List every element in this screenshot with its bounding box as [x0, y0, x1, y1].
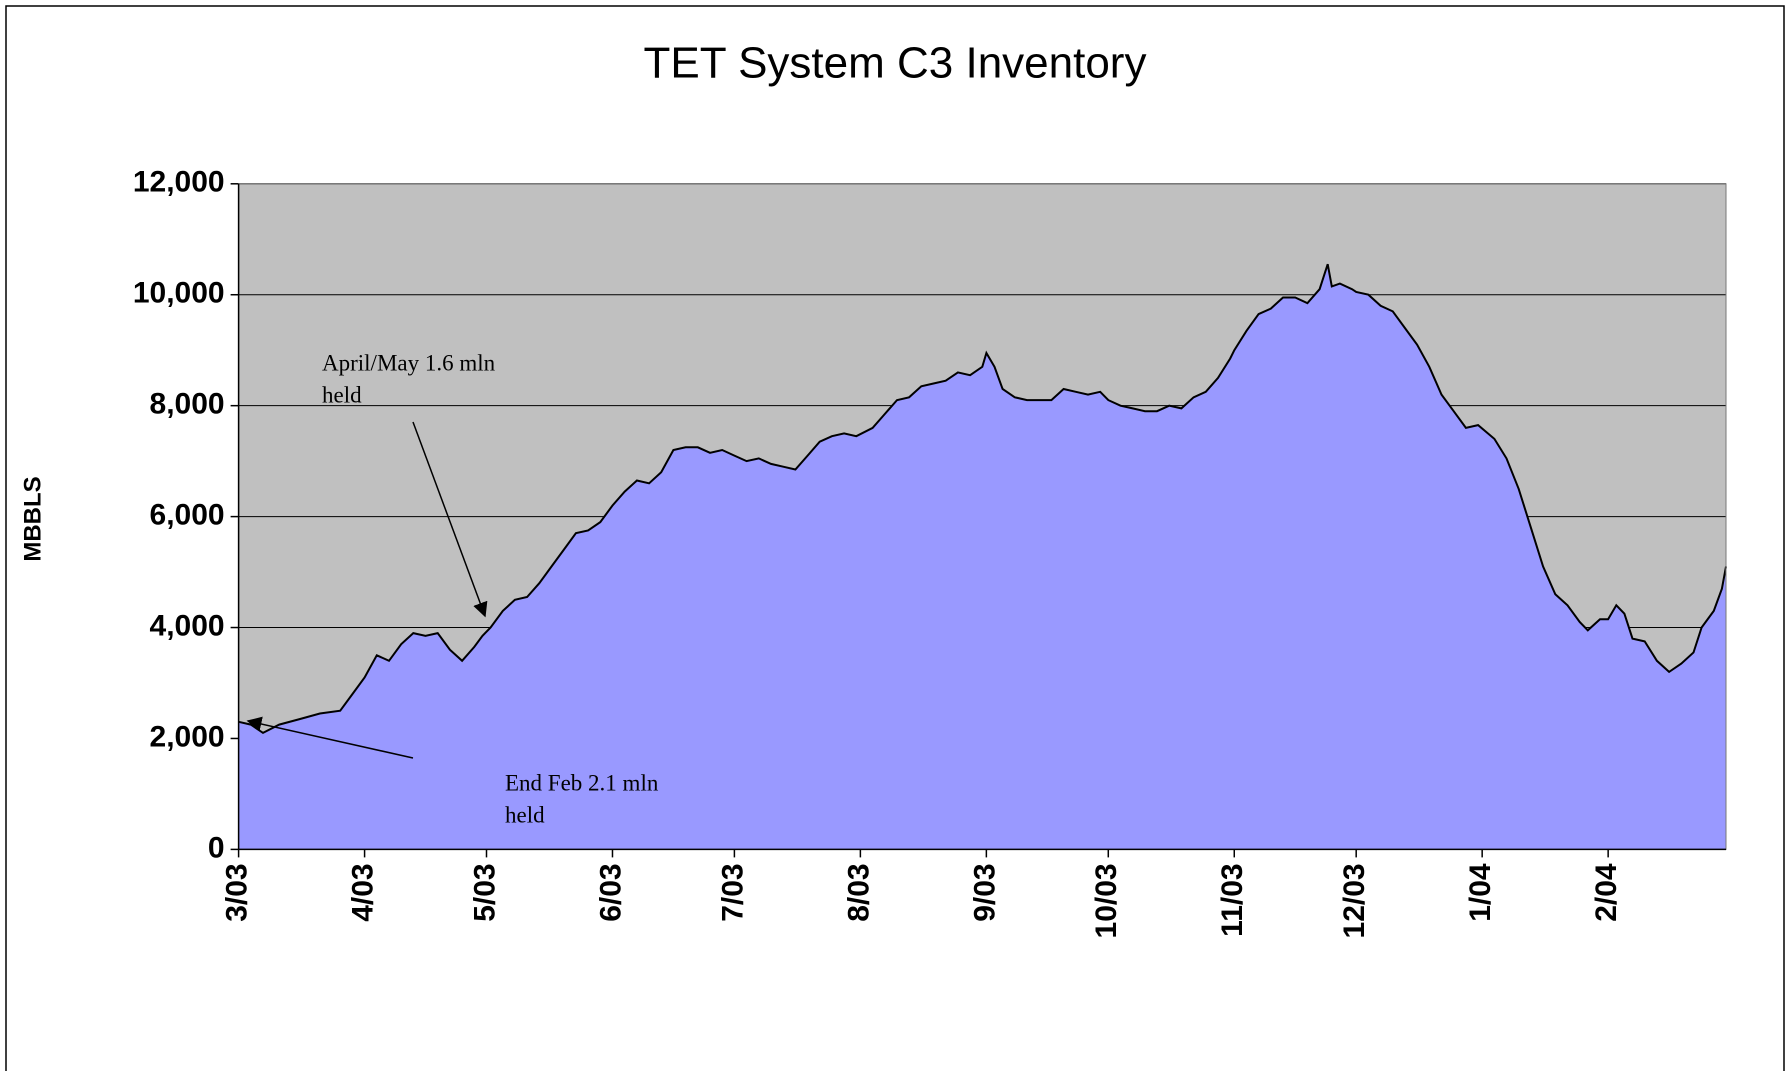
x-tick-label: 6/03 — [594, 863, 627, 921]
chart-title: TET System C3 Inventory — [644, 39, 1147, 88]
annotation-arrow — [412, 421, 488, 618]
x-tick-label: 11/03 — [1216, 863, 1249, 936]
x-tick-label: 4/03 — [347, 863, 380, 921]
y-tick-label: 10,000 — [133, 277, 225, 310]
frame — [5, 5, 1785, 1071]
x-tick-label: 1/04 — [1464, 863, 1497, 922]
y-tick-label: 12,000 — [133, 166, 225, 199]
y-tick-label: 8,000 — [150, 388, 225, 421]
area — [238, 264, 1727, 850]
annotation-text: held — [322, 382, 362, 407]
y-tick-label: 2,000 — [150, 720, 225, 753]
x-tick-label: 10/03 — [1090, 863, 1123, 938]
x-tick-label: 8/03 — [842, 863, 875, 921]
x-tick-label: 3/03 — [221, 863, 254, 921]
line — [238, 263, 1727, 735]
x-tick-label: 5/03 — [468, 863, 501, 921]
y-tick-label: 4,000 — [150, 609, 225, 642]
y-tick-label: 6,000 — [150, 499, 225, 532]
annotation-text: April/May 1.6 mln — [322, 350, 496, 375]
y-axis-label: MBBLS — [19, 476, 46, 561]
annotation-arrow — [246, 716, 414, 759]
x-tick-label: 2/04 — [1590, 863, 1623, 922]
x-tick-label: 9/03 — [968, 863, 1001, 921]
x-tick-label: 7/03 — [716, 863, 749, 921]
x-tick-label: 12/03 — [1338, 863, 1371, 938]
y-tick-label: 0 — [208, 831, 225, 864]
annotation-text: held — [505, 802, 545, 827]
annotation-text: End Feb 2.1 mln — [505, 770, 659, 795]
